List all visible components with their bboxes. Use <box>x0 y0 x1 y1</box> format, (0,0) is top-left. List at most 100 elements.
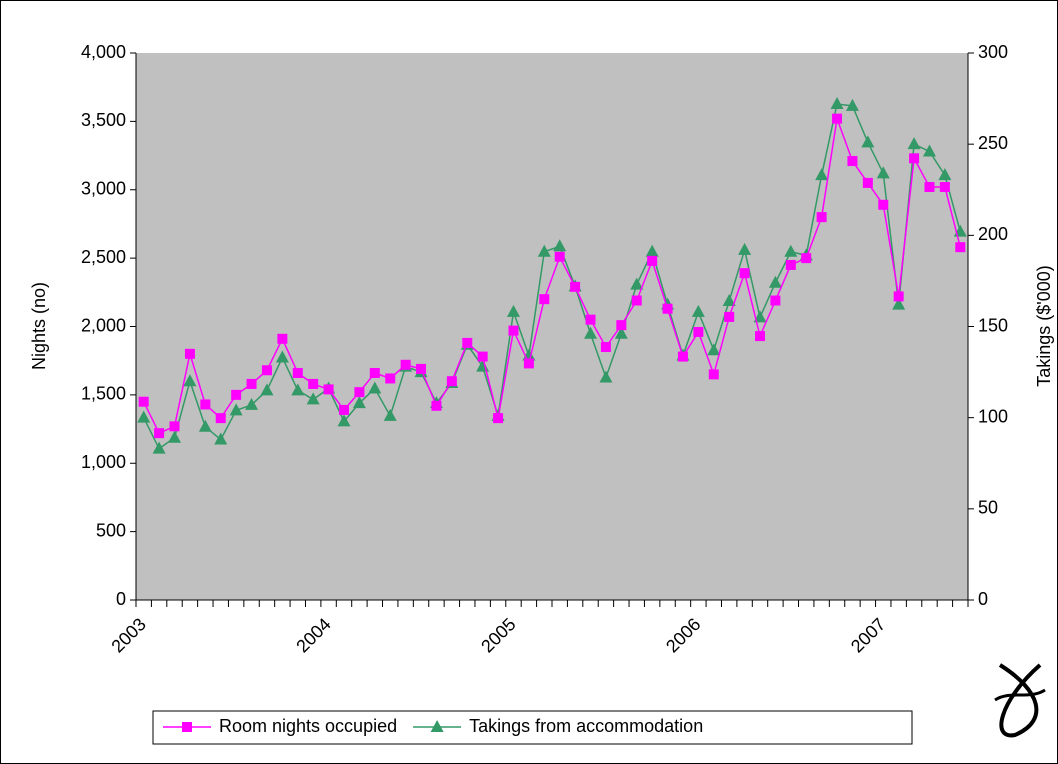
point <box>861 135 875 148</box>
legend-label: Room nights occupied <box>219 716 397 736</box>
point <box>229 403 243 416</box>
point <box>508 325 519 336</box>
series-line <box>143 118 962 435</box>
point <box>801 253 812 264</box>
y-tick-label: 0 <box>116 589 126 609</box>
point <box>137 410 151 423</box>
point <box>924 182 935 193</box>
point <box>138 396 149 407</box>
point <box>245 397 259 410</box>
point <box>339 404 349 415</box>
point <box>383 408 397 421</box>
point <box>182 722 192 732</box>
point <box>845 98 859 111</box>
point <box>183 374 197 387</box>
point <box>770 295 781 306</box>
point <box>246 378 257 389</box>
point <box>939 182 950 193</box>
point <box>446 376 457 387</box>
point <box>352 396 366 409</box>
point <box>693 326 704 337</box>
point <box>369 367 380 378</box>
point <box>677 351 688 362</box>
point <box>599 370 613 383</box>
point <box>462 337 473 348</box>
point <box>431 400 442 411</box>
y2-tick-label: 250 <box>978 133 1008 153</box>
y-tick-label: 4,000 <box>81 42 126 62</box>
point <box>168 430 182 443</box>
y2-tick-label: 100 <box>978 406 1008 426</box>
point <box>152 441 166 454</box>
y-tick-label: 500 <box>96 520 126 540</box>
point <box>260 383 274 396</box>
y2-axis-title: Takings ($'000) <box>1034 265 1054 387</box>
point <box>277 333 288 344</box>
point <box>724 311 735 322</box>
y2-tick-label: 200 <box>978 224 1008 244</box>
y2-tick-label: 150 <box>978 315 1008 335</box>
y-tick-label: 1,500 <box>81 384 126 404</box>
point <box>231 389 242 400</box>
point <box>368 381 382 394</box>
point <box>416 363 427 374</box>
y2-tick-label: 50 <box>978 498 998 518</box>
point <box>400 359 411 370</box>
point <box>306 392 320 405</box>
y2-tick-label: 0 <box>978 589 988 609</box>
point <box>553 239 567 252</box>
point <box>200 399 211 410</box>
point <box>907 137 921 150</box>
point <box>878 199 889 210</box>
point <box>292 367 303 378</box>
point <box>214 432 228 445</box>
point <box>955 242 966 253</box>
point <box>892 297 906 310</box>
point <box>539 294 550 305</box>
point <box>154 428 165 439</box>
point <box>600 342 611 353</box>
point <box>385 373 396 384</box>
y2-tick-label: 300 <box>978 42 1008 62</box>
point <box>184 348 195 359</box>
point <box>291 383 305 396</box>
point <box>616 320 627 331</box>
point <box>645 244 659 257</box>
point <box>708 369 719 380</box>
point <box>876 166 890 179</box>
point <box>815 168 829 181</box>
point <box>275 350 289 363</box>
point <box>707 343 721 356</box>
point <box>215 413 226 424</box>
point <box>630 277 644 290</box>
point <box>169 421 180 432</box>
point <box>337 414 351 427</box>
point <box>784 244 798 257</box>
point <box>893 291 904 302</box>
point <box>768 275 782 288</box>
point <box>430 720 444 732</box>
point <box>785 259 796 270</box>
point <box>862 177 873 188</box>
point <box>738 242 752 255</box>
point <box>647 255 658 266</box>
point <box>755 331 765 342</box>
y-tick-label: 1,000 <box>81 452 126 472</box>
plot-area <box>136 53 968 600</box>
point <box>354 387 365 398</box>
point <box>323 384 334 395</box>
point <box>585 314 596 325</box>
point <box>493 413 504 424</box>
point <box>308 378 319 389</box>
point <box>614 326 628 339</box>
series-line <box>143 103 962 450</box>
logo <box>994 663 1046 738</box>
point <box>631 295 642 306</box>
point <box>938 168 952 181</box>
point <box>753 310 767 323</box>
point <box>198 419 212 432</box>
point <box>523 358 534 369</box>
point <box>554 251 565 262</box>
y-tick-label: 2,000 <box>81 315 126 335</box>
